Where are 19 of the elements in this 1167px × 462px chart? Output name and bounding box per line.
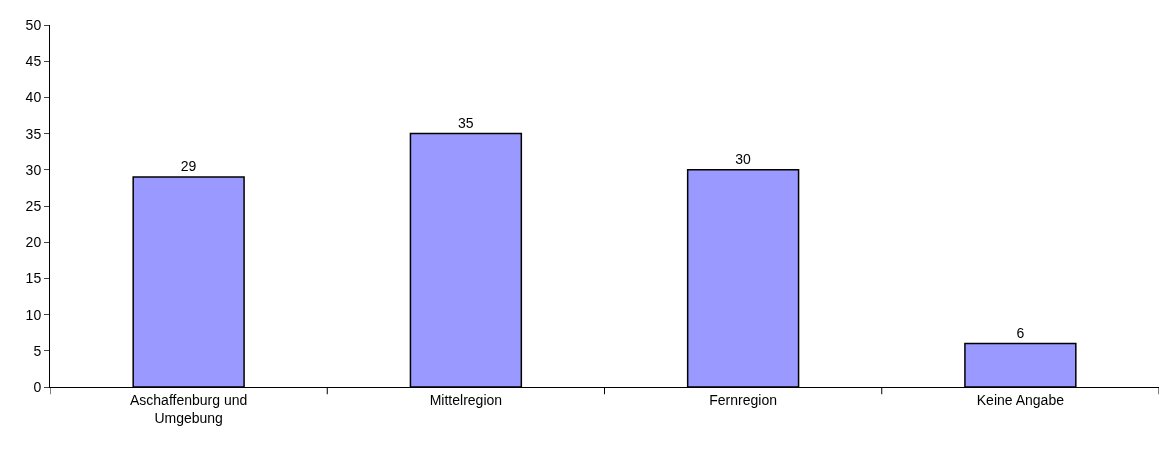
y-tick-label: 50 — [25, 16, 42, 33]
y-tick-label: 20 — [25, 234, 42, 251]
x-tick-label: Mittelregion — [429, 391, 503, 408]
x-tick-label: Aschaffenburg und Umgebung — [129, 391, 248, 426]
data-label: 35 — [457, 114, 474, 131]
y-tick-label: 0 — [33, 378, 42, 395]
x-tick-label: Fernregion — [709, 391, 777, 408]
y-tick-label: 30 — [25, 161, 42, 178]
y-tick-label: 15 — [25, 270, 42, 287]
y-tick-label: 35 — [25, 125, 42, 142]
data-label: 30 — [735, 150, 752, 167]
x-tick-label: Keine Angabe — [976, 391, 1065, 408]
y-tick-label: 45 — [25, 53, 42, 70]
y-tick-label: 10 — [25, 306, 42, 323]
y-tick-label: 25 — [25, 197, 42, 214]
y-tick-label: 40 — [25, 89, 42, 106]
data-label: 6 — [1016, 324, 1025, 341]
y-tick-label: 5 — [33, 342, 42, 359]
data-label: 29 — [180, 158, 197, 175]
